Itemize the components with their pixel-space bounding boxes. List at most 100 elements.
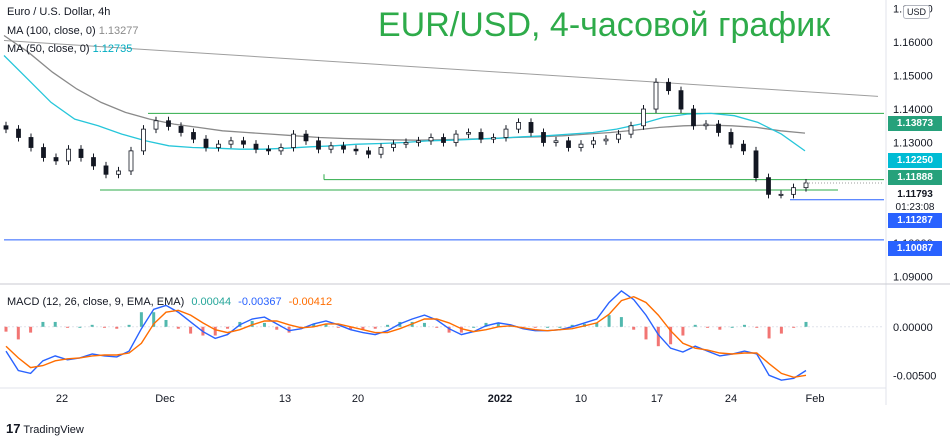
macd-histogram-bar xyxy=(435,326,439,328)
macd-signal-value: -0.00412 xyxy=(288,296,333,308)
macd-histogram-bar xyxy=(570,324,574,327)
candle-body xyxy=(453,133,459,143)
candle-body xyxy=(516,122,521,130)
macd-histogram-bar xyxy=(213,326,217,336)
macd-histogram-bar xyxy=(718,326,722,330)
x-tick-label: 24 xyxy=(725,393,737,405)
macd-histogram-bar xyxy=(262,322,266,327)
x-tick-label: 13 xyxy=(279,393,291,405)
x-tick-label: 10 xyxy=(575,393,587,405)
x-tick-label: 17 xyxy=(651,393,663,405)
x-tick-label: 20 xyxy=(352,393,364,405)
macd-histogram-bar xyxy=(312,323,316,327)
candle-body xyxy=(266,148,271,152)
macd-histogram-bar xyxy=(447,326,451,333)
candle-body xyxy=(103,165,109,175)
macd-histogram-bar xyxy=(607,315,611,327)
macd-histogram-bar xyxy=(693,324,697,327)
candle-body xyxy=(116,170,121,175)
candle-body xyxy=(228,140,234,145)
ma100-legend[interactable]: MA (100, close, 0) 1.13277 xyxy=(7,25,138,37)
price-tag-1: 1.13873 xyxy=(888,116,942,131)
candle-body xyxy=(553,140,559,143)
macd-histogram-bar xyxy=(90,324,94,327)
candle-body xyxy=(303,133,309,142)
macd-legend[interactable]: MACD (12, 26, close, 9, EMA, EMA) 0.0004… xyxy=(7,296,332,308)
candle-body xyxy=(341,145,346,150)
candle-body xyxy=(191,132,196,140)
candle-body xyxy=(441,137,446,143)
macd-histogram-bar xyxy=(755,326,759,328)
trend-line xyxy=(3,39,879,97)
y-tick-label: 1.15000 xyxy=(893,71,933,83)
tradingview-logo-icon: 17 xyxy=(6,421,21,436)
candle-body xyxy=(428,137,434,142)
macd-histogram-bar xyxy=(361,326,365,330)
candle-body xyxy=(153,120,159,130)
macd-histogram-bar xyxy=(459,326,463,333)
macd-histogram-bar xyxy=(250,320,254,327)
macd-histogram-bar xyxy=(189,326,193,334)
candle-body xyxy=(653,81,659,110)
macd-histogram-bar xyxy=(78,326,82,328)
macd-histogram-bar xyxy=(16,326,20,340)
candle-body xyxy=(503,128,509,138)
candle-body xyxy=(253,143,259,150)
currency-button[interactable]: USD xyxy=(903,5,931,19)
candle-body xyxy=(78,148,84,158)
candle-body xyxy=(791,187,796,195)
candle-body xyxy=(403,142,409,145)
candle-body xyxy=(291,133,296,148)
macd-histogram-bar xyxy=(730,326,734,328)
y-tick-label: 1.14000 xyxy=(893,104,933,116)
candle-body xyxy=(491,137,496,140)
macd-histogram-bar xyxy=(287,326,291,333)
candle-body xyxy=(691,108,696,127)
candle-body xyxy=(616,133,621,140)
candle-body xyxy=(603,138,609,142)
y-tick-label: 1.13000 xyxy=(893,138,933,150)
candle-body xyxy=(741,143,746,152)
candle-body xyxy=(716,123,721,133)
macd-histogram-bar xyxy=(706,326,710,328)
macd-histogram-bar xyxy=(632,326,636,330)
symbol-line: Euro / U.S. Dollar, 4h xyxy=(7,6,111,18)
macd-y-tick-label: -0.00500 xyxy=(893,370,936,382)
macd-histogram-bar xyxy=(767,326,771,339)
macd-histogram-bar xyxy=(324,323,328,327)
macd-line xyxy=(5,289,807,381)
chart-title: EUR/USD, 4-часовой график xyxy=(378,6,831,44)
macd-histogram-bar xyxy=(644,326,648,340)
macd-histogram-bar xyxy=(779,326,783,334)
macd-histogram-bar xyxy=(176,326,180,329)
candle-body xyxy=(353,148,359,152)
macd-histogram-bar xyxy=(484,322,488,327)
candle-body xyxy=(16,128,21,138)
ma50-legend[interactable]: MA (50, close, 0) 1.12735 xyxy=(7,43,132,55)
candle-body xyxy=(591,140,596,145)
x-tick-label: 2022 xyxy=(488,393,512,405)
macd-histogram-bar xyxy=(533,326,537,328)
candle-body xyxy=(578,143,584,148)
macd-histogram-bar xyxy=(472,326,476,328)
macd-histogram-bar xyxy=(127,324,131,327)
price-tag-last: 1.11793 xyxy=(888,187,942,202)
candle-body xyxy=(478,132,484,140)
candle-body xyxy=(216,143,221,148)
candle-body xyxy=(703,123,709,127)
candle-body xyxy=(678,90,684,110)
candle-body xyxy=(416,140,421,143)
macd-histogram-bar xyxy=(41,321,45,327)
macd-y-tick-label: 0.00000 xyxy=(893,322,933,334)
signal-line xyxy=(5,295,807,379)
candle-body xyxy=(628,125,634,135)
ma100-line xyxy=(3,34,806,141)
candle-body xyxy=(91,157,96,167)
macd-histogram-bar xyxy=(139,312,143,327)
x-tick-label: 22 xyxy=(56,393,68,405)
tradingview-brand[interactable]: 17 TradingView xyxy=(6,421,84,436)
macd-histogram-bar xyxy=(558,326,562,328)
macd-histogram-bar xyxy=(115,326,119,329)
macd-histogram-bar xyxy=(66,326,70,328)
